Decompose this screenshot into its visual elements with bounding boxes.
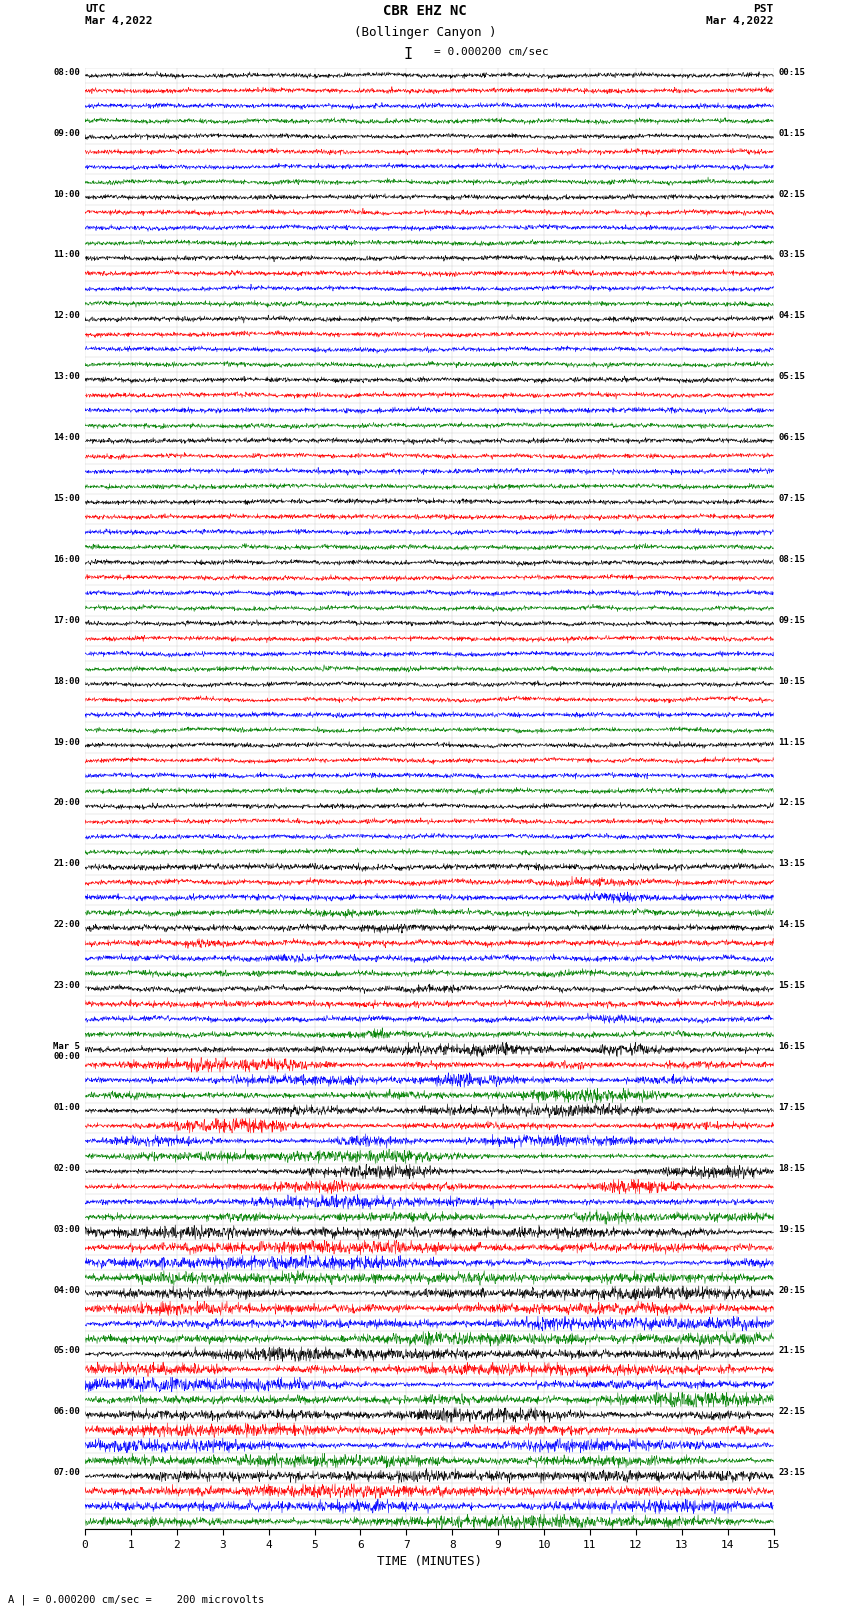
Text: 03:00: 03:00 [54, 1224, 80, 1234]
Text: 10:15: 10:15 [779, 677, 805, 686]
Text: A | = 0.000200 cm/sec =    200 microvolts: A | = 0.000200 cm/sec = 200 microvolts [8, 1594, 264, 1605]
Text: Mar 5
00:00: Mar 5 00:00 [54, 1042, 80, 1061]
Text: 05:00: 05:00 [54, 1347, 80, 1355]
Text: 06:00: 06:00 [54, 1407, 80, 1416]
Text: 23:15: 23:15 [779, 1468, 805, 1478]
Text: 20:15: 20:15 [779, 1286, 805, 1295]
Text: I: I [404, 47, 412, 61]
Text: UTC
Mar 4,2022: UTC Mar 4,2022 [85, 5, 152, 26]
Text: 16:15: 16:15 [779, 1042, 805, 1052]
Text: 19:00: 19:00 [54, 737, 80, 747]
Text: CBR EHZ NC: CBR EHZ NC [383, 5, 467, 18]
Text: PST
Mar 4,2022: PST Mar 4,2022 [706, 5, 774, 26]
Text: 02:00: 02:00 [54, 1165, 80, 1173]
Text: 13:00: 13:00 [54, 373, 80, 381]
Text: 08:00: 08:00 [54, 68, 80, 77]
Text: 07:15: 07:15 [779, 494, 805, 503]
Text: 14:15: 14:15 [779, 919, 805, 929]
Text: 20:00: 20:00 [54, 798, 80, 808]
Text: 19:15: 19:15 [779, 1224, 805, 1234]
Text: 09:00: 09:00 [54, 129, 80, 137]
Text: 15:15: 15:15 [779, 981, 805, 990]
Text: 11:00: 11:00 [54, 250, 80, 260]
Text: = 0.000200 cm/sec: = 0.000200 cm/sec [434, 47, 548, 56]
Text: 09:15: 09:15 [779, 616, 805, 624]
Text: 01:00: 01:00 [54, 1103, 80, 1111]
Text: 22:15: 22:15 [779, 1407, 805, 1416]
Text: 03:15: 03:15 [779, 250, 805, 260]
X-axis label: TIME (MINUTES): TIME (MINUTES) [377, 1555, 482, 1568]
Text: 15:00: 15:00 [54, 494, 80, 503]
Text: 08:15: 08:15 [779, 555, 805, 565]
Text: 21:00: 21:00 [54, 860, 80, 868]
Text: 10:00: 10:00 [54, 190, 80, 198]
Text: 23:00: 23:00 [54, 981, 80, 990]
Text: 17:00: 17:00 [54, 616, 80, 624]
Text: 12:00: 12:00 [54, 311, 80, 321]
Text: 11:15: 11:15 [779, 737, 805, 747]
Text: 16:00: 16:00 [54, 555, 80, 565]
Text: 02:15: 02:15 [779, 190, 805, 198]
Text: 14:00: 14:00 [54, 434, 80, 442]
Text: 22:00: 22:00 [54, 919, 80, 929]
Text: 06:15: 06:15 [779, 434, 805, 442]
Text: 05:15: 05:15 [779, 373, 805, 381]
Text: 18:15: 18:15 [779, 1165, 805, 1173]
Text: 01:15: 01:15 [779, 129, 805, 137]
Text: 17:15: 17:15 [779, 1103, 805, 1111]
Text: 07:00: 07:00 [54, 1468, 80, 1478]
Text: 00:15: 00:15 [779, 68, 805, 77]
Text: 13:15: 13:15 [779, 860, 805, 868]
Text: 12:15: 12:15 [779, 798, 805, 808]
Text: (Bollinger Canyon ): (Bollinger Canyon ) [354, 26, 496, 39]
Text: 04:00: 04:00 [54, 1286, 80, 1295]
Text: 04:15: 04:15 [779, 311, 805, 321]
Text: 21:15: 21:15 [779, 1347, 805, 1355]
Text: 18:00: 18:00 [54, 677, 80, 686]
